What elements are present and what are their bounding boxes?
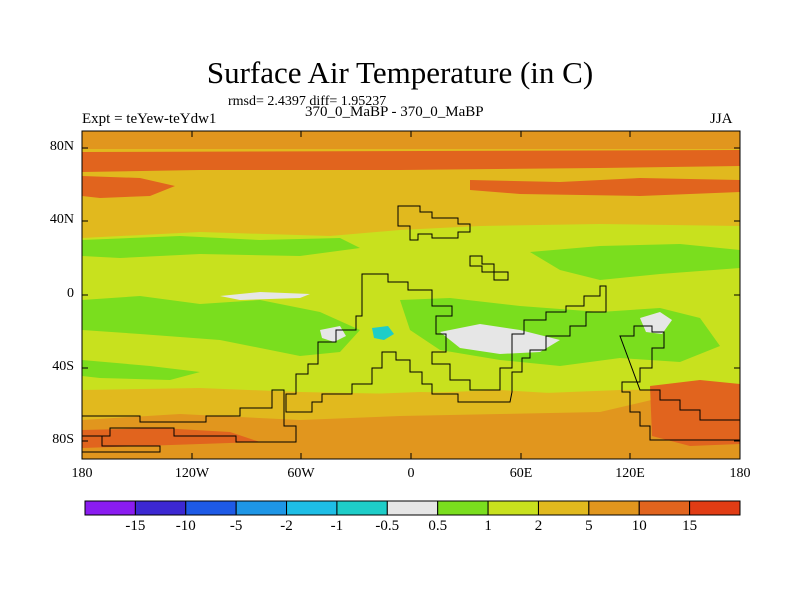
- land-outline-east: [619, 325, 740, 441]
- colorbar-swatch-12: [689, 500, 741, 516]
- map-title: Surface Air Temperature (in C): [206, 55, 594, 90]
- lon-tick-label-120e: 120E: [615, 466, 645, 481]
- colorbar-label-9: 5: [585, 518, 593, 534]
- colorbar-label-5: -0.5: [375, 518, 400, 534]
- lon-tick-label-60e: 60E: [509, 466, 533, 481]
- lat-tick-label-0: 0: [67, 286, 74, 301]
- green-region-north: [82, 236, 360, 258]
- colorbar-swatch-4: [286, 500, 338, 516]
- land-outline-arm: [469, 255, 509, 281]
- season-label: JJA: [710, 111, 733, 127]
- lon-tick-label-0: 0: [407, 466, 415, 481]
- colorbar-label-8: 2: [534, 518, 543, 534]
- green-region-equator-west: [82, 296, 360, 356]
- lon-tick-label-60w: 60W: [287, 466, 315, 481]
- colorbar-label-3: -2: [280, 518, 293, 534]
- lon-tick-label-180w: 180: [71, 466, 93, 481]
- land-outline-south-strip: [82, 435, 161, 453]
- green-region-south: [82, 360, 200, 380]
- colorbar-label-1: -10: [175, 518, 196, 534]
- stats-subtitle: rmsd= 2.4397 diff= 1.95237: [228, 94, 387, 109]
- grey-patch-east: [640, 312, 672, 334]
- colorbar: [84, 500, 741, 516]
- colorbar-swatch-11: [638, 500, 691, 516]
- lat-tick-label-80n: 80N: [49, 139, 74, 154]
- colorbar-label-6: 0.5: [428, 518, 448, 534]
- lon-tick-label-180e: 180: [729, 466, 751, 481]
- colorbar-label-11: 15: [682, 518, 698, 534]
- green-region-east-north: [530, 244, 740, 280]
- colorbar-label-0: -15: [125, 518, 146, 534]
- colorbar-swatch-0: [84, 500, 136, 516]
- land-outline-south-west: [82, 389, 297, 443]
- south-dark-orange-patch-west: [82, 428, 260, 448]
- lon-tick-label-120w: 120W: [174, 466, 210, 481]
- lat-tick-label-40n: 40N: [49, 212, 74, 227]
- colorbar-swatch-7: [437, 500, 489, 516]
- colorbar-label-4: -1: [330, 518, 344, 534]
- colorbar-label-7: 1: [484, 518, 492, 534]
- grey-patch-central: [440, 324, 560, 354]
- colorbar-swatch-10: [588, 500, 640, 516]
- cyan-patch: [372, 326, 394, 340]
- colorbar-swatch-3: [235, 500, 288, 516]
- colorbar-swatch-8: [487, 500, 539, 516]
- colorbar-label-2: -5: [229, 518, 243, 534]
- grey-streak-equator: [220, 292, 310, 300]
- colorbar-swatch-1: [134, 500, 187, 516]
- colorbar-label-10: 10: [631, 518, 647, 534]
- arctic-dark-patch: [82, 176, 175, 198]
- arctic-dark-patch-east: [470, 178, 740, 196]
- south-orange-band: [82, 396, 740, 459]
- lat-tick-label-80s: 80S: [52, 432, 74, 447]
- land-outline-north: [397, 205, 471, 241]
- land-outline-gondwana: [285, 273, 607, 413]
- south-dark-orange-patch: [650, 380, 740, 446]
- north-dark-orange-band: [82, 150, 740, 172]
- colorbar-swatch-5: [336, 500, 388, 516]
- temperature-field: [82, 131, 740, 459]
- land-outlines: [82, 205, 740, 453]
- north-orange-band: [82, 131, 740, 149]
- colorbar-swatch-6: [386, 500, 439, 516]
- experiment-label: Expt = teYew-teYdw1: [82, 111, 217, 127]
- colorbar-swatch-2: [185, 500, 237, 516]
- comparison-label: 370_0_MaBP - 370_0_MaBP: [305, 104, 484, 120]
- colorbar-swatch-9: [537, 500, 590, 516]
- axis-ticks: [81, 131, 741, 459]
- lat-tick-label-40s: 40S: [52, 359, 74, 374]
